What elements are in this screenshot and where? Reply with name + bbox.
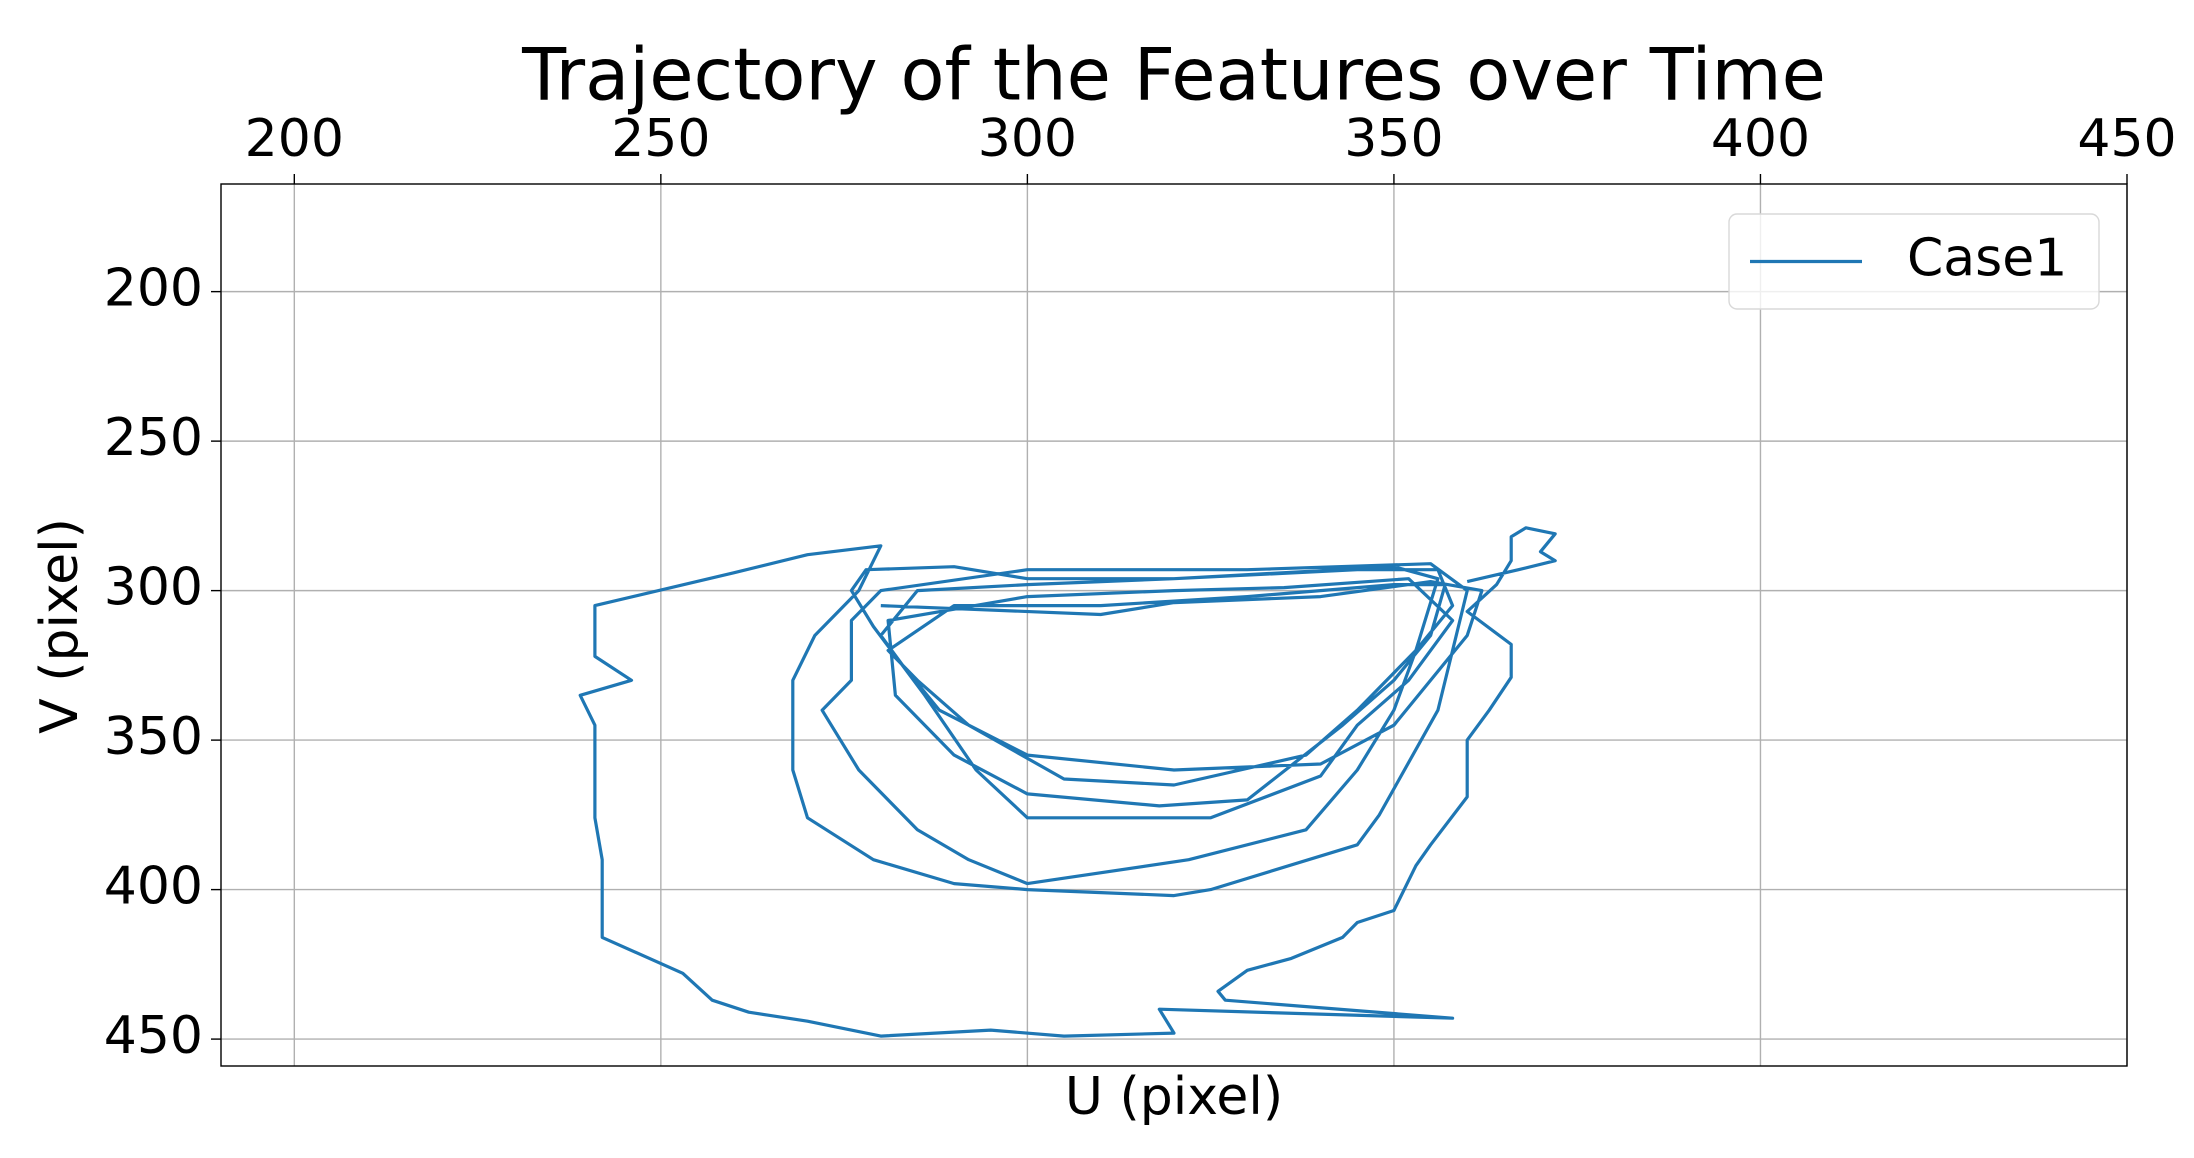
x-tick-label: 350	[1344, 109, 1443, 169]
y-tick-label: 300	[104, 558, 203, 618]
y-tick-label: 450	[104, 1006, 203, 1066]
x-axis-label: U (pixel)	[1065, 1067, 1283, 1127]
y-tick-label: 400	[104, 857, 203, 917]
x-tick-label: 400	[1711, 109, 1810, 169]
chart-title: Trajectory of the Features over Time	[521, 33, 1826, 117]
legend-label: Case1	[1907, 229, 2067, 289]
legend-box	[1728, 213, 2100, 310]
plot-frame	[220, 183, 2128, 1067]
x-tick-label: 450	[2077, 109, 2176, 169]
x-tick-label: 250	[611, 109, 710, 169]
y-tick-label: 200	[104, 259, 203, 319]
series-line	[578, 526, 1557, 1038]
x-tick-label: 300	[978, 109, 1077, 169]
y-tick-label: 250	[104, 408, 203, 468]
x-tick-label: 200	[245, 109, 344, 169]
y-tick-label: 350	[104, 707, 203, 767]
y-axis-label: V (pixel)	[30, 518, 90, 734]
